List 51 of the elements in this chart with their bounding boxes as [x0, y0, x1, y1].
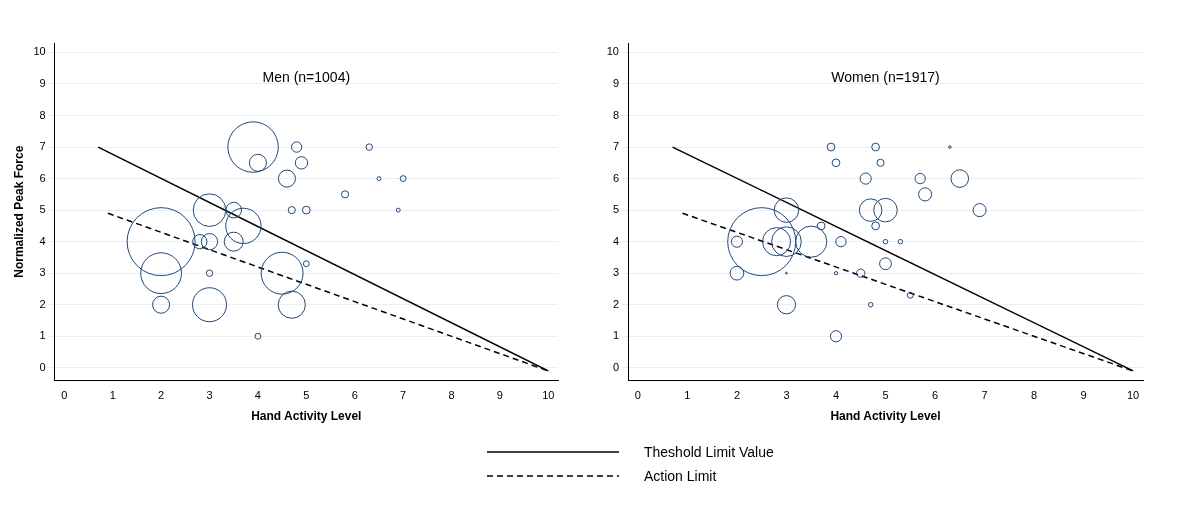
text: Women (n=1917) [831, 68, 940, 85]
y-tick-label: 3 [612, 266, 619, 279]
y-tick-label: 5 [612, 203, 619, 216]
y-tick-label: 10 [33, 45, 46, 58]
x-tick-label: 9 [1080, 389, 1087, 402]
x-tick-label: 9 [496, 389, 503, 402]
text: Action Limit [644, 468, 717, 484]
y-tick-label: 4 [39, 234, 46, 247]
x-tick-label: 0 [634, 389, 641, 402]
x-tick-label: 5 [882, 389, 889, 402]
x-tick-label: 5 [303, 389, 310, 402]
y-tick-label: 5 [39, 203, 46, 216]
x-axis-title: Hand Activity Level [830, 409, 941, 424]
x-tick-label: 2 [733, 389, 740, 402]
y-tick-label: 0 [39, 360, 46, 373]
x-tick-label: 1 [684, 389, 691, 402]
x-tick-label: 10 [1126, 389, 1140, 402]
x-tick-label: 10 [542, 389, 555, 402]
y-tick-label: 9 [39, 77, 46, 90]
x-tick-label: 1 [109, 389, 116, 402]
y-tick-label: 8 [612, 108, 619, 121]
y-tick-label: 1 [612, 329, 619, 342]
x-tick-label: 8 [1031, 389, 1038, 402]
y-tick-label: 4 [612, 234, 619, 247]
x-tick-label: 6 [931, 389, 939, 402]
y-tick-label: 6 [39, 171, 46, 184]
y-tick-label: 9 [612, 77, 619, 90]
y-tick-label: 2 [612, 297, 619, 310]
x-tick-label: 4 [254, 389, 261, 402]
y-axis-title: Normalized Peak Force [11, 145, 26, 278]
y-tick-label: 6 [612, 171, 619, 184]
y-tick-label: 3 [39, 266, 46, 279]
x-tick-label: 0 [61, 389, 68, 402]
x-tick-label: 7 [400, 389, 407, 402]
text: Theshold Limit Value [644, 444, 774, 460]
y-tick-label: 0 [612, 360, 619, 373]
y-tick-label: 7 [612, 140, 619, 153]
x-tick-label: 6 [351, 389, 358, 402]
y-tick-label: 8 [39, 108, 46, 121]
y-tick-label: 1 [39, 329, 46, 342]
y-tick-label: 2 [39, 297, 46, 310]
x-axis-title: Hand Activity Level [251, 409, 362, 424]
x-tick-label: 8 [448, 389, 455, 402]
x-tick-label: 3 [783, 389, 790, 402]
x-tick-label: 3 [206, 389, 213, 402]
x-tick-label: 2 [158, 389, 165, 402]
text: Men (n=1004) [262, 68, 351, 85]
x-tick-label: 4 [832, 389, 840, 402]
x-tick-label: 7 [981, 389, 988, 402]
y-tick-label: 7 [39, 140, 46, 153]
y-tick-label: 10 [606, 45, 619, 58]
